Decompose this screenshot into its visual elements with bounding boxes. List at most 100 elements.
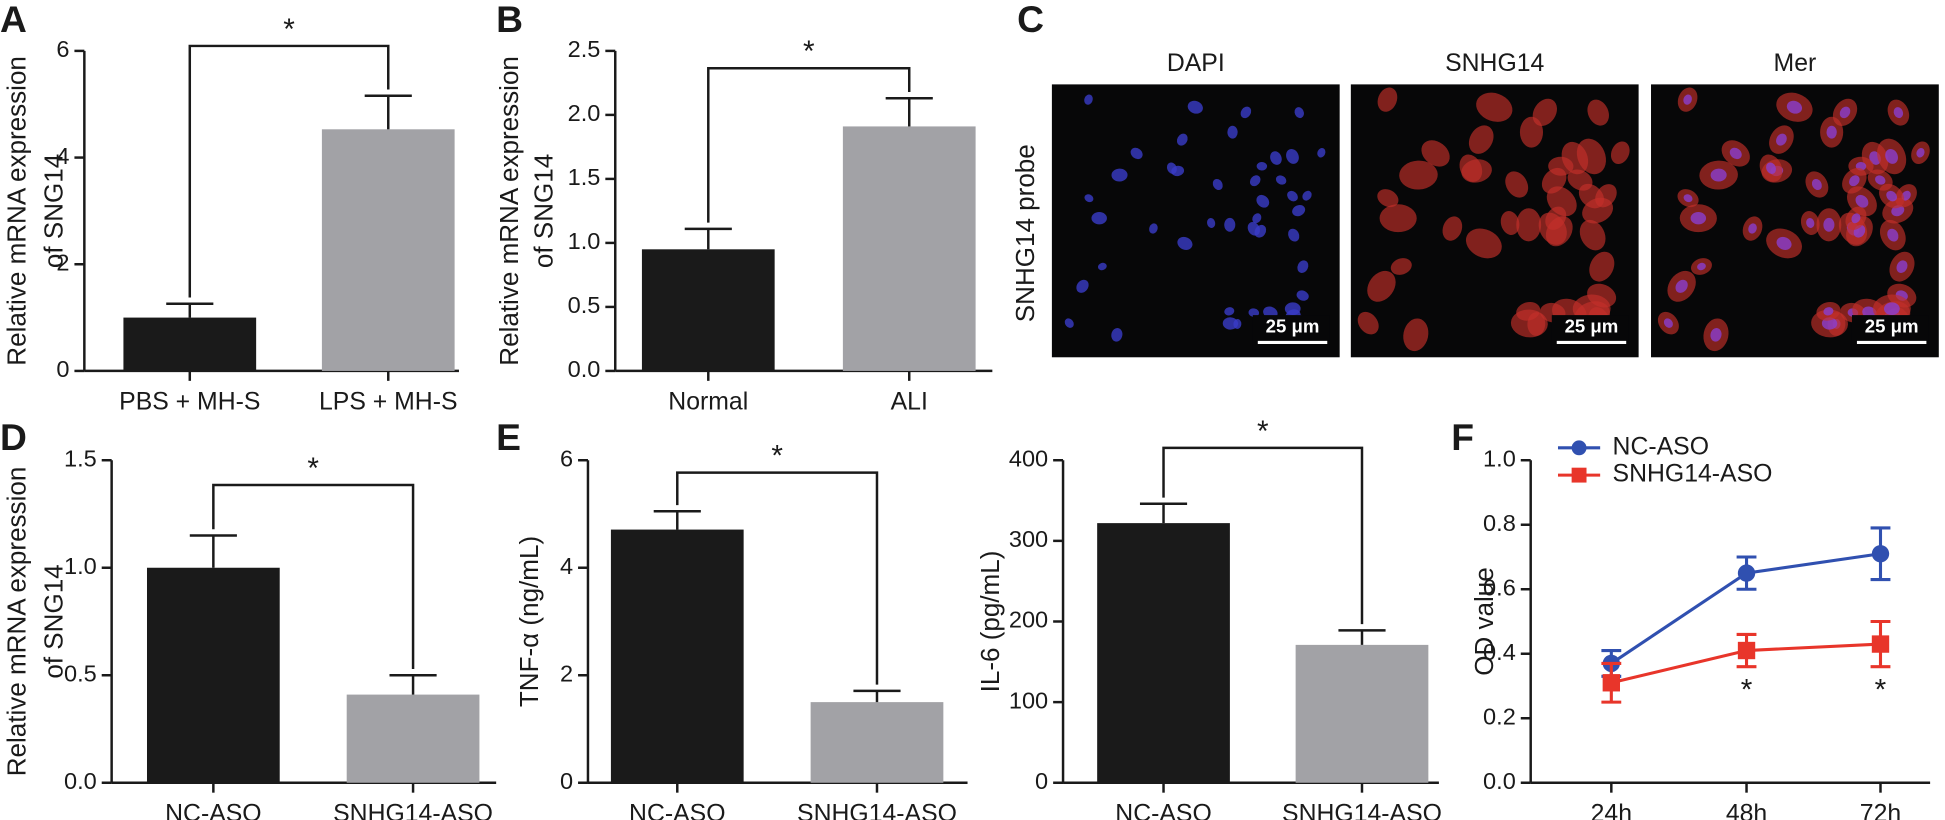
- y-axis-label: IL-6 (pg/mL): [975, 551, 1005, 693]
- y-tick-label: 0.2: [1483, 703, 1516, 729]
- x-tick-label: NC-ASO: [629, 801, 725, 820]
- cell-nucleus: [1294, 107, 1304, 119]
- cell-nucleus: [1130, 147, 1143, 160]
- y-tick-label: 1.0: [1483, 445, 1516, 471]
- cell-red: [1377, 87, 1398, 112]
- cell-nucleus: [1766, 162, 1776, 174]
- cell-nucleus: [1663, 318, 1673, 328]
- cell-red: [1390, 258, 1412, 275]
- x-tick-label: LPS + MH-S: [319, 389, 457, 416]
- y-tick-label: 0.5: [568, 292, 601, 318]
- bar: [123, 317, 257, 371]
- cell-nucleus: [1297, 260, 1309, 273]
- cell-red: [1589, 251, 1615, 282]
- cell-nucleus: [1776, 133, 1787, 146]
- point: [1737, 564, 1756, 582]
- error-bar: [684, 227, 732, 250]
- cell-nucleus: [1212, 178, 1223, 191]
- cell-nucleus: [1288, 228, 1300, 242]
- y-tick-label: 0.0: [568, 356, 601, 382]
- cell-nucleus: [1826, 125, 1837, 139]
- cell-nucleus: [1893, 107, 1904, 119]
- panel-label: F: [1451, 416, 1474, 458]
- significance-label: *: [1875, 673, 1887, 706]
- error-bar: [1338, 629, 1386, 645]
- scale-bg: [1252, 315, 1330, 350]
- cell-nucleus: [1091, 212, 1107, 225]
- cell-nucleus: [1254, 224, 1267, 238]
- scale-label: 25 μm: [1266, 315, 1320, 336]
- cell-nucleus: [1149, 223, 1158, 234]
- y-tick-label: 2: [560, 660, 573, 686]
- legend-marker: [1571, 467, 1587, 483]
- cell-nucleus: [1874, 175, 1886, 185]
- point: [1737, 641, 1756, 660]
- bar: [321, 129, 455, 371]
- y-axis-label: Relative mRNA expression: [1, 56, 31, 366]
- x-tick-label: 72h: [1860, 801, 1901, 820]
- cell-nucleus: [1111, 327, 1123, 342]
- cell-nucleus: [1748, 223, 1757, 234]
- cell-red: [1468, 125, 1494, 154]
- y-tick-label: 0: [560, 768, 573, 794]
- y-tick-label: 100: [1009, 687, 1048, 713]
- cell-nucleus: [1883, 302, 1900, 316]
- y-tick-label: 0.8: [1483, 510, 1516, 536]
- cell-red: [1532, 98, 1557, 126]
- column-label: Mer: [1774, 50, 1817, 77]
- cell-nucleus: [1240, 106, 1252, 119]
- y-tick-label: 0: [1035, 768, 1048, 794]
- significance-bracket: [676, 471, 879, 685]
- y-axis-label: of SNG14: [529, 154, 559, 268]
- significance-label: *: [1257, 415, 1269, 448]
- cell-nucleus: [1256, 162, 1268, 171]
- y-axis-label: Relative mRNA expression: [494, 56, 524, 366]
- cell-nucleus: [1683, 94, 1692, 105]
- panel-label: E: [496, 416, 521, 458]
- cell-nucleus: [1916, 148, 1925, 158]
- significance-bracket: [188, 44, 390, 298]
- x-tick-label: NC-ASO: [165, 801, 261, 820]
- y-tick-label: 1.0: [64, 553, 97, 579]
- cell-nucleus: [1270, 151, 1282, 165]
- cell-nucleus: [1227, 125, 1238, 139]
- legend-marker: [1571, 440, 1587, 456]
- y-tick-label: 200: [1009, 607, 1048, 633]
- cell-nucleus: [1786, 100, 1803, 114]
- x-tick-label: PBS + MH-S: [119, 389, 260, 416]
- y-tick-label: 1.5: [64, 445, 97, 471]
- panel-label: B: [496, 0, 523, 40]
- significance-label: *: [771, 440, 783, 473]
- column-label: DAPI: [1167, 50, 1225, 77]
- cell-red: [1367, 270, 1396, 302]
- cell-red: [1459, 154, 1483, 182]
- cell-red: [1500, 210, 1520, 235]
- significance-bracket: [212, 483, 415, 670]
- point: [1871, 545, 1890, 563]
- legend-label: NC-ASO: [1613, 433, 1709, 460]
- cell-red: [1399, 160, 1438, 190]
- cells: [1064, 94, 1326, 342]
- panel-label: C: [1017, 0, 1044, 40]
- cell-nucleus: [1286, 148, 1299, 164]
- error-bar: [189, 534, 237, 568]
- cell-red: [1610, 141, 1630, 165]
- cell-nucleus: [1248, 308, 1260, 318]
- cell-red: [1403, 318, 1429, 352]
- cell-red: [1465, 228, 1502, 259]
- y-tick-label: 4: [560, 553, 573, 579]
- x-tick-label: ALI: [891, 389, 928, 416]
- x-tick-label: SNHG14-ASO: [333, 801, 493, 820]
- bar: [1097, 523, 1230, 783]
- cell-nucleus: [1097, 262, 1107, 271]
- cell-nucleus: [1806, 217, 1815, 228]
- panel-label: A: [0, 0, 27, 40]
- cell-red: [1442, 216, 1463, 241]
- cell-red: [1505, 171, 1529, 198]
- y-axis-label: Relative mRNA expression: [1, 467, 31, 777]
- cell-nucleus: [1187, 100, 1203, 114]
- cell-nucleus: [1222, 317, 1239, 330]
- cell-nucleus: [1710, 168, 1727, 182]
- cell-nucleus: [1849, 175, 1860, 187]
- scale-label: 25 μm: [1565, 315, 1619, 336]
